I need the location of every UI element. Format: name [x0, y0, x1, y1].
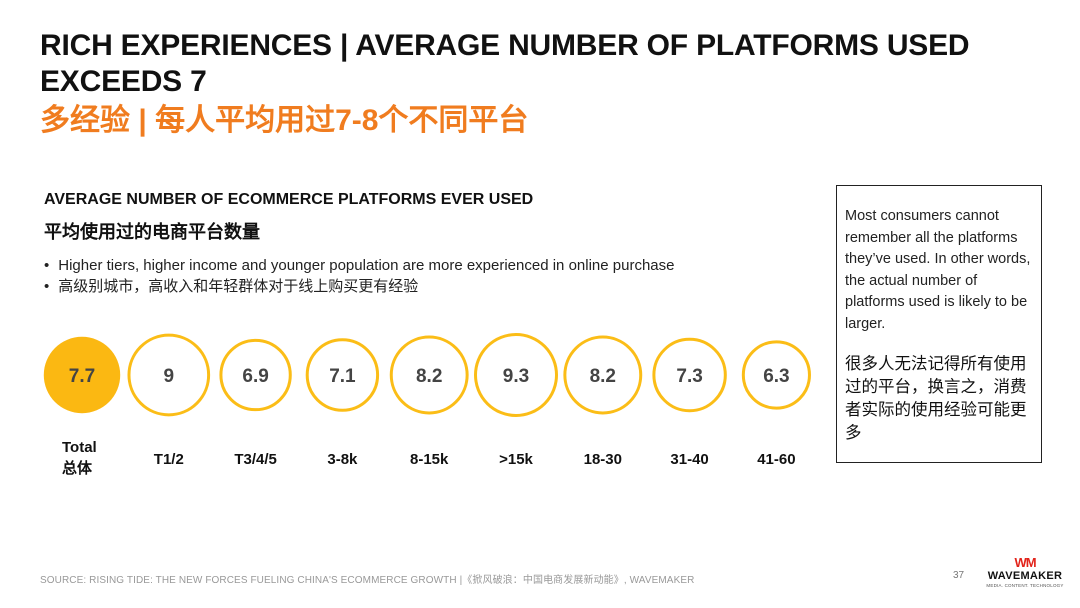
bubble-value-6: 8.2	[590, 366, 616, 387]
slide-title-chinese: 多经验 | 每人平均用过7-8个不同平台	[40, 104, 529, 137]
logo-mark: WM	[1014, 555, 1036, 570]
category-label-4: 8-15k	[410, 451, 449, 468]
note-chinese: 很多人无法记得所有使用过的平台，换言之，消费者实际的使用经验可能更多	[845, 355, 1027, 442]
bubble-value-5: 9.3	[503, 366, 529, 387]
category-label-2: T3/4/5	[234, 451, 277, 468]
category-label-7: 31-40	[670, 451, 708, 468]
category-label-1: T1/2	[154, 451, 184, 468]
bubble-8	[741, 340, 811, 410]
bubble-2	[219, 338, 292, 412]
category-label-3: 3-8k	[327, 451, 358, 468]
bubble-5	[474, 333, 558, 417]
logo-tagline: MEDIA. CONTENT. TECHNOLOGY	[986, 583, 1064, 588]
page-number: 37	[953, 570, 965, 581]
category-label-5: >15k	[499, 451, 533, 468]
bullet-item-chinese: 高级别城市，高收入和年轻群体对于线上购买更有经验	[44, 276, 674, 297]
bubble-4	[389, 335, 469, 415]
bubble-0	[43, 336, 121, 414]
bubble-value-7: 7.3	[676, 366, 702, 387]
category-label-0: Total 总体	[62, 439, 97, 477]
category-label-6: 18-30	[584, 451, 622, 468]
category-label-8: 41-60	[757, 451, 795, 468]
logo-wordmark: WAVEMAKER	[987, 570, 1063, 582]
wavemaker-logo: WM WAVEMAKER MEDIA. CONTENT. TECHNOLOGY	[985, 556, 1065, 589]
bubble-value-2: 6.9	[242, 366, 268, 387]
bubble-value-0: 7.7	[69, 366, 95, 387]
source-footnote: SOURCE: RISING TIDE: THE NEW FORCES FUEL…	[40, 575, 695, 586]
chart-title-english: AVERAGE NUMBER OF ECOMMERCE PLATFORMS EV…	[44, 191, 534, 208]
bullet-list: Higher tiers, higher income and younger …	[44, 255, 674, 297]
chart-title-chinese: 平均使用过的电商平台数量	[44, 222, 260, 242]
note-box: Most consumers cannot remember all the p…	[836, 185, 1042, 463]
bubble-value-3: 7.1	[329, 366, 356, 387]
bubble-chart: 7.7 Total 总体 9 T1/2 6.9 T3/4/5 7.1 3-8k 8.2 8-15k 9…	[43, 333, 811, 477]
bubble-value-8: 6.3	[763, 366, 789, 387]
slide-title-english: RICH EXPERIENCES | AVERAGE NUMBER OF PLA…	[40, 29, 970, 98]
bubble-7	[652, 337, 727, 413]
bubble-6	[563, 335, 643, 415]
bubble-3	[305, 338, 380, 412]
bubble-value-1: 9	[164, 366, 175, 387]
bubble-value-4: 8.2	[416, 366, 442, 387]
bubble-1	[127, 333, 211, 417]
bullet-item-english: Higher tiers, higher income and younger …	[44, 255, 674, 276]
note-english: Most consumers cannot remember all the p…	[845, 208, 1031, 332]
